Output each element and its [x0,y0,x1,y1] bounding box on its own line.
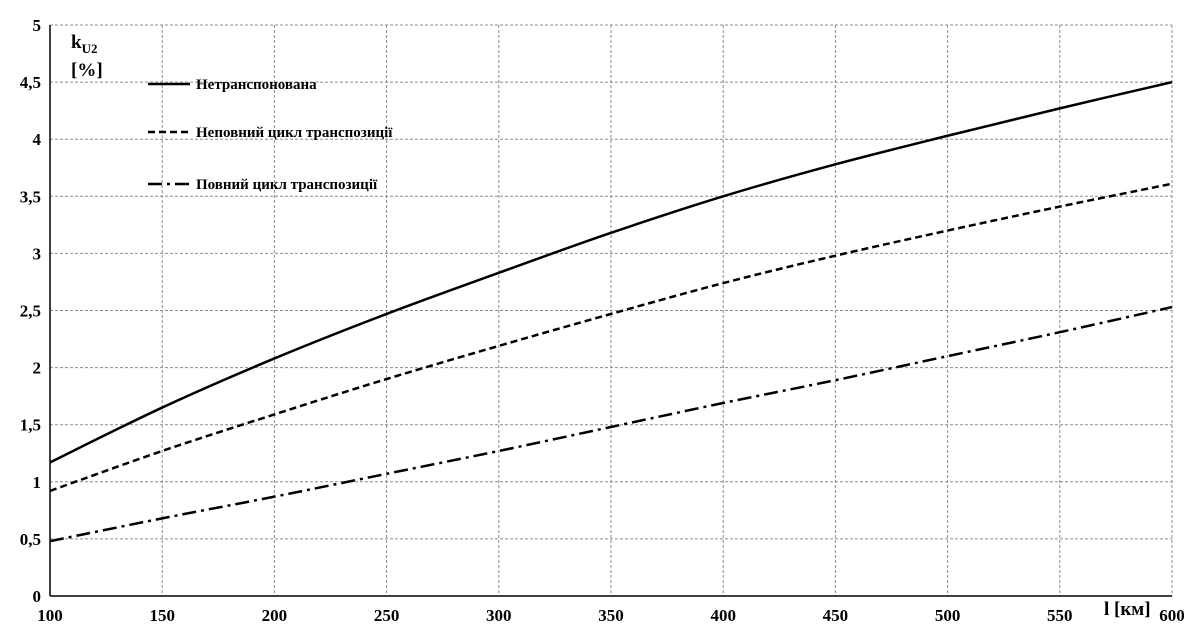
series-group [49,80,1173,543]
y-tick-label: 2,5 [20,302,41,321]
y-tick-label: 4 [33,130,42,149]
x-tick-label: 300 [486,606,512,625]
x-axis-label-bg [1100,597,1158,621]
y-axis-label-k: k [71,32,82,53]
grid [50,24,1173,596]
y-tick-label: 1,5 [20,416,41,435]
y-tick-label: 3 [33,244,42,263]
x-tick-label: 400 [710,606,736,625]
legend: Нетранспонована Неповний цикл транспозиц… [148,77,393,193]
x-tick-label: 500 [935,606,961,625]
y-tick-label: 3,5 [20,187,41,206]
y-axis-label-sub: U2 [82,41,98,56]
y-tick-label: 0,5 [20,530,41,549]
x-tick-label: 200 [262,606,288,625]
x-tick-label: 600 [1159,606,1185,625]
x-axis-label: l [км] [1104,599,1151,620]
legend-label-partial-cycle: Неповний цикл транспозиції [196,125,393,141]
series-line-dashdot [49,305,1173,543]
y-tick-label: 0 [33,587,42,606]
y-axis-label-main: kU2 [71,32,97,56]
series-line-dashed [49,182,1173,493]
x-tick-label: 100 [37,606,63,625]
series-line-solid [49,80,1173,464]
y-tick-label: 5 [33,16,42,35]
y-tick-label: 2 [33,359,42,378]
y-axis-label-unit: [%] [71,60,103,81]
x-tick-label: 550 [1047,606,1073,625]
x-tick-label: 250 [374,606,400,625]
axes [49,25,1172,597]
legend-label-untransposed: Нетранспонована [196,77,317,93]
tick-labels: 100 150 200 250 300 350 400 450 500 550 600 0 0,5 1 1,… [20,16,1185,625]
x-tick-label: 150 [149,606,175,625]
y-tick-label: 4,5 [20,73,41,92]
y-tick-label: 1 [33,473,42,492]
x-tick-label: 350 [598,606,624,625]
x-tick-label: 450 [823,606,849,625]
legend-label-full-cycle: Повний цикл транспозиції [196,177,378,193]
